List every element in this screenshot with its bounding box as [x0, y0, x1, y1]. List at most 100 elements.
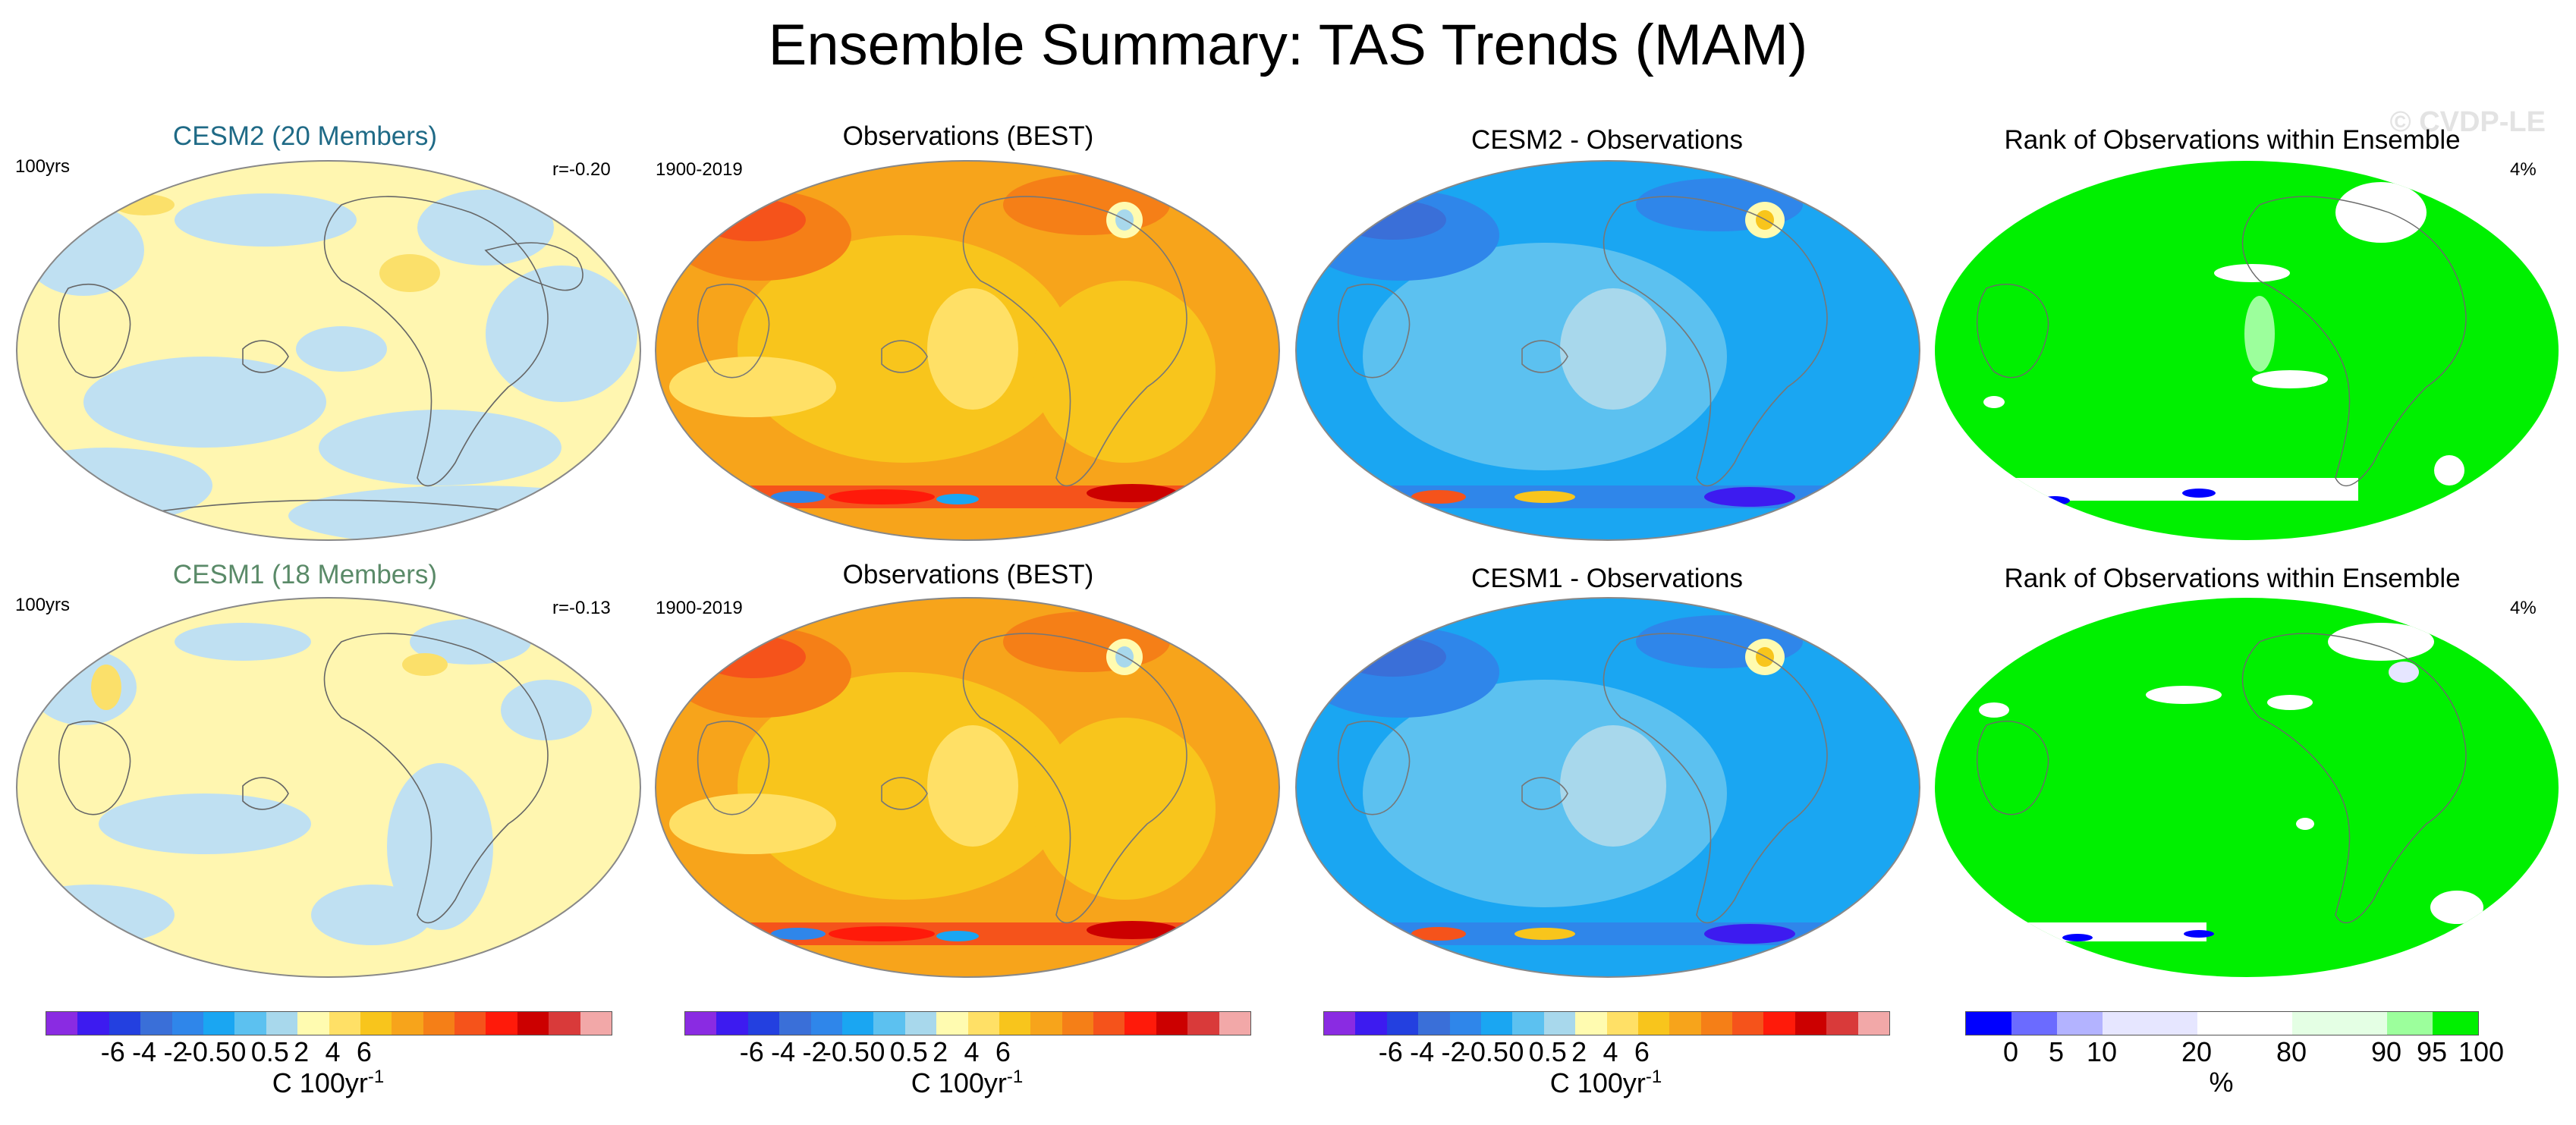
map-cesm2-rank	[1935, 161, 2559, 540]
coastline-icon	[1337, 196, 1828, 487]
panel-title: Rank of Observations within Ensemble	[2004, 564, 2461, 593]
colorbar-swatch	[716, 1012, 748, 1035]
colorbar-swatch	[1763, 1012, 1795, 1035]
colorbar-swatch	[1857, 1012, 1890, 1035]
colorbar-swatch	[1093, 1012, 1125, 1035]
colorbar-swatch	[203, 1012, 235, 1035]
colorbar-swatch	[423, 1012, 455, 1035]
colorbar-tick-label: 0	[1508, 1036, 1524, 1067]
colorbar-swatch	[841, 1012, 874, 1035]
colorbar-swatch	[454, 1012, 486, 1035]
coastline-icon	[697, 633, 1187, 924]
colorbar-swatch	[779, 1012, 811, 1035]
colorbar-swatch	[1700, 1012, 1733, 1035]
colorbar-swatches	[46, 1011, 612, 1035]
colorbar-swatches	[1323, 1011, 1890, 1035]
colorbar-swatches	[684, 1011, 1251, 1035]
colorbar-swatch	[1826, 1012, 1858, 1035]
colorbar-swatch	[1637, 1012, 1670, 1035]
colorbar-swatch	[1480, 1012, 1513, 1035]
colorbar-tick-label: 4	[964, 1036, 980, 1067]
colorbar-swatch	[1030, 1012, 1062, 1035]
colorbar-swatches	[1965, 1011, 2479, 1035]
colorbar-tick-label: 0.5	[1528, 1036, 1567, 1067]
colorbar-tick-label: 80	[2276, 1036, 2307, 1067]
colorbar-swatch	[1386, 1012, 1419, 1035]
map-cesm2-ensemble-mean	[16, 160, 641, 541]
colorbar-tick-label: -2	[802, 1036, 827, 1067]
colorbar-swatch	[234, 1012, 266, 1035]
colorbar-swatch	[747, 1012, 780, 1035]
colorbar-tick-label: 4	[325, 1036, 341, 1067]
colorbar-swatch	[266, 1012, 298, 1035]
panel-title: CESM1 - Observations	[1471, 564, 1743, 593]
colorbar-swatch	[1156, 1012, 1188, 1035]
panel-correlation-label: r=-0.20	[552, 159, 611, 180]
colorbar-tick-label: 6	[1634, 1036, 1650, 1067]
colorbar-swatch	[549, 1012, 580, 1035]
colorbar-tick-label: 4	[1603, 1036, 1618, 1067]
colorbar-tick-label: 10	[2086, 1036, 2118, 1067]
colorbar-swatch	[904, 1012, 937, 1035]
colorbar-swatch	[1219, 1012, 1251, 1035]
colorbar-swatch	[873, 1012, 905, 1035]
colorbar-tick-label: -6	[739, 1036, 764, 1067]
colorbar-swatch	[2011, 1012, 2057, 1035]
colorbar-swatch	[46, 1012, 78, 1035]
colorbar-swatch	[2433, 1012, 2478, 1035]
colorbar-swatch	[1512, 1012, 1544, 1035]
panel-title: CESM2 - Observations	[1471, 125, 1743, 155]
coastline-icon	[1337, 633, 1828, 924]
colorbar-tick-label: -0.5	[1461, 1036, 1508, 1067]
watermark: © CVDP-LE	[2389, 106, 2546, 138]
panel-title: CESM1 (18 Members)	[172, 560, 438, 589]
colorbar-swatch	[580, 1012, 612, 1035]
coastline-icon	[1976, 196, 2467, 487]
panel-period-label: 1900-2019	[656, 159, 743, 180]
colorbar-units-label: C 100yr-1	[911, 1067, 1024, 1098]
panel-title: Observations (BEST)	[842, 121, 1094, 151]
panel-correlation-label: r=-0.13	[552, 598, 611, 618]
colorbar-swatch	[685, 1012, 717, 1035]
colorbar-tick-label: 95	[2416, 1036, 2448, 1067]
colorbar-swatch	[936, 1012, 968, 1035]
colorbar-tick-label: 0	[870, 1036, 885, 1067]
map-cesm1-rank	[1935, 598, 2559, 977]
map-cesm2-minus-observations	[1295, 160, 1920, 541]
colorbar-tick-label: -6	[100, 1036, 125, 1067]
colorbar-swatch	[140, 1012, 172, 1035]
colorbar-tick-label: -0.5	[822, 1036, 870, 1067]
coastline-icon	[1976, 633, 2467, 924]
colorbar-swatch	[1966, 1012, 2011, 1035]
colorbar-units-label: %	[2209, 1067, 2234, 1098]
colorbar-swatch	[810, 1012, 842, 1035]
colorbar-swatch	[1606, 1012, 1638, 1035]
colorbar-swatch	[109, 1012, 141, 1035]
colorbar-tick-label: 0	[231, 1036, 247, 1067]
colorbar-tick-label: 0.5	[250, 1036, 289, 1067]
colorbar-swatch	[77, 1012, 109, 1035]
colorbar-tick-label: 20	[2181, 1036, 2213, 1067]
colorbar-swatch	[360, 1012, 392, 1035]
colorbar-units-label: C 100yr-1	[272, 1067, 385, 1098]
colorbar-swatch	[392, 1012, 423, 1035]
page-title: Ensemble Summary: TAS Trends (MAM)	[768, 13, 1808, 77]
colorbar-swatch	[2292, 1012, 2387, 1035]
map-observations-best	[655, 597, 1280, 978]
colorbar-swatch	[1543, 1012, 1576, 1035]
colorbar-tick-label: -4	[771, 1036, 796, 1067]
colorbar-swatch	[171, 1012, 203, 1035]
colorbar-tick-label: -0.5	[183, 1036, 231, 1067]
panel-period-label: 100yrs	[15, 156, 71, 177]
panel-period-label: 1900-2019	[656, 598, 743, 618]
colorbar-tick-label: -6	[1378, 1036, 1403, 1067]
panel-percent-label: 4%	[2510, 159, 2537, 180]
colorbar-swatch	[1355, 1012, 1387, 1035]
colorbar-swatch	[1449, 1012, 1481, 1035]
colorbar-swatch	[1124, 1012, 1156, 1035]
colorbar-tick-label: 100	[2458, 1036, 2505, 1067]
colorbar-swatch	[486, 1012, 517, 1035]
map-cesm1-minus-observations	[1295, 597, 1920, 978]
colorbar-tick-label: 2	[294, 1036, 310, 1067]
colorbar-swatch	[1418, 1012, 1450, 1035]
